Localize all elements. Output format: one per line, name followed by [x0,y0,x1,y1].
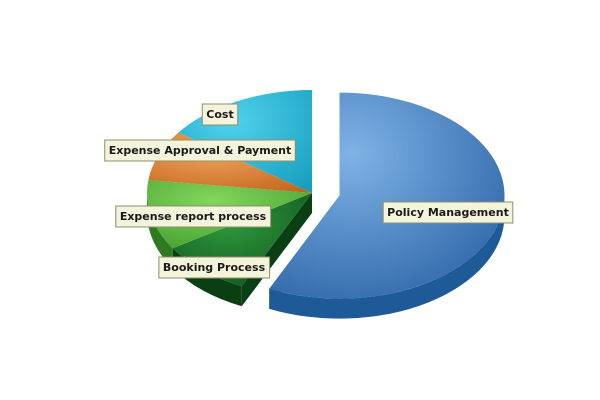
pie-slice-label-text: Expense Approval & Payment [109,144,292,157]
pie-slice-label: Policy Management [382,201,514,224]
pie-slice-label: Cost [201,103,239,126]
pie-slice-label: Expense report process [115,205,272,228]
pie-labels: Policy Management Booking Process Expense … [104,103,514,279]
pie-slice-side [269,195,505,319]
pie-slice-label-text: Policy Management [387,206,509,219]
pie-slice-side [147,193,173,269]
pie-slice-label-box [382,201,514,224]
pie-slice-label-text: Cost [206,108,233,121]
pie-slice[interactable] [269,92,505,299]
pie-slice-label-box [115,205,272,228]
pie-slice-label: Expense Approval & Payment [104,139,296,162]
pie-slice-label: Booking Process [158,256,271,279]
pie-slice-label-box [158,256,271,279]
pie-slice-label-box [104,139,296,162]
pie-slice-label-text: Booking Process [163,261,266,274]
pie-slice-label-text: Expense report process [120,210,267,223]
pie-slice-label-box [201,103,239,126]
